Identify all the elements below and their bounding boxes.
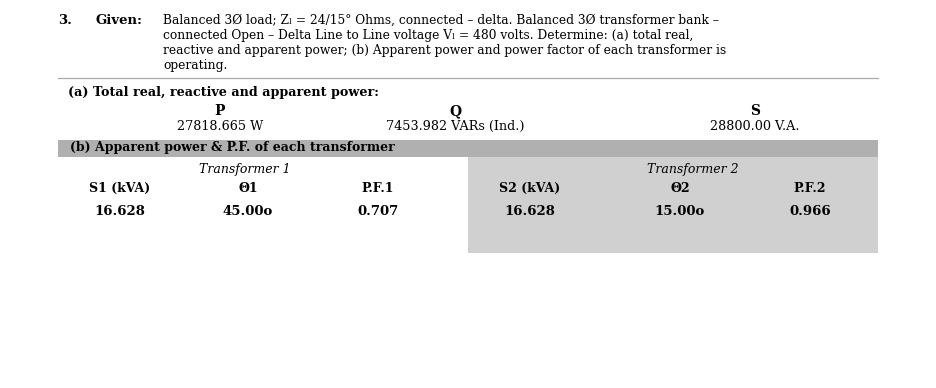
Text: reactive and apparent power; (b) Apparent power and power factor of each transfo: reactive and apparent power; (b) Apparen… <box>163 44 726 57</box>
Text: 45.00o: 45.00o <box>223 205 273 218</box>
Text: 0.707: 0.707 <box>358 205 399 218</box>
Text: Q: Q <box>449 104 461 118</box>
Text: S: S <box>750 104 760 118</box>
Text: Transformer 1: Transformer 1 <box>199 163 291 176</box>
Bar <box>468 157 878 253</box>
Text: Θ1: Θ1 <box>238 182 257 195</box>
Text: Θ2: Θ2 <box>670 182 690 195</box>
Text: 16.628: 16.628 <box>505 205 555 218</box>
Text: connected Open – Delta Line to Line voltage Vₗ = 480 volts. Determine: (a) total: connected Open – Delta Line to Line volt… <box>163 29 694 42</box>
Text: 3.: 3. <box>58 14 72 27</box>
Text: 16.628: 16.628 <box>95 205 145 218</box>
Text: Balanced 3Ø load; Zₗ = 24/15° Ohms, connected – delta. Balanced 3Ø transformer b: Balanced 3Ø load; Zₗ = 24/15° Ohms, conn… <box>163 14 719 27</box>
Text: (a) Total real, reactive and apparent power:: (a) Total real, reactive and apparent po… <box>68 86 379 99</box>
Text: S1 (kVA): S1 (kVA) <box>89 182 151 195</box>
Text: P.F.1: P.F.1 <box>361 182 394 195</box>
Text: 28800.00 V.A.: 28800.00 V.A. <box>710 120 799 133</box>
Text: S2 (kVA): S2 (kVA) <box>500 182 561 195</box>
Text: (b) Apparent power & P.F. of each transformer: (b) Apparent power & P.F. of each transf… <box>70 141 395 154</box>
Text: Transformer 2: Transformer 2 <box>647 163 739 176</box>
Text: 0.966: 0.966 <box>789 205 831 218</box>
Text: 15.00o: 15.00o <box>655 205 705 218</box>
Text: operating.: operating. <box>163 59 227 72</box>
Bar <box>58 140 878 157</box>
Text: 7453.982 VARs (Ind.): 7453.982 VARs (Ind.) <box>386 120 524 133</box>
Text: P: P <box>214 104 226 118</box>
Text: Given:: Given: <box>95 14 142 27</box>
Text: P.F.2: P.F.2 <box>794 182 826 195</box>
Text: 27818.665 W: 27818.665 W <box>177 120 263 133</box>
